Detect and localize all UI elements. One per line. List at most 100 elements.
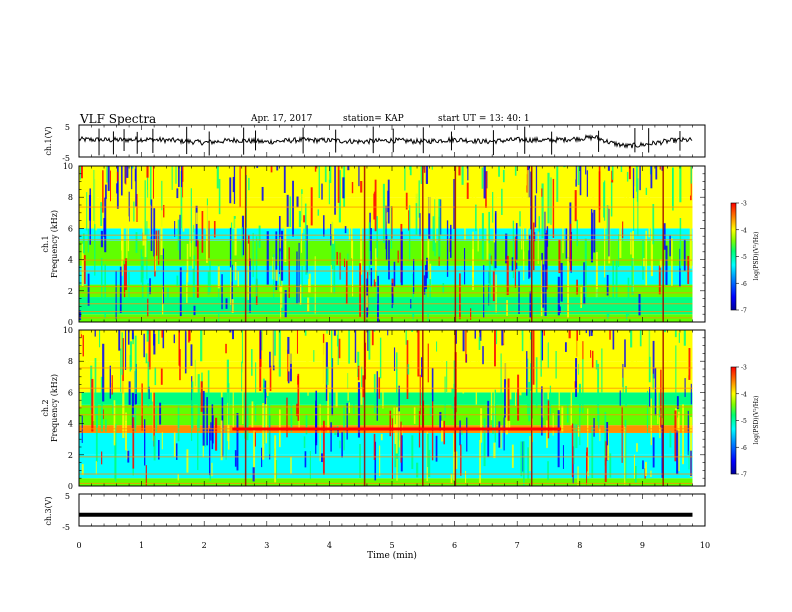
spectrogram-streak (135, 166, 137, 207)
spectrogram-streak (81, 464, 84, 475)
spectrogram-streak (265, 397, 268, 444)
time-tick-label: 2 (202, 541, 207, 550)
spectrogram-streak (669, 235, 671, 257)
ch2-colorbar-tick-label: -3 (741, 365, 747, 372)
spectrogram-streak (161, 330, 164, 338)
spectrogram-streak (420, 166, 423, 184)
spectrogram-streak (124, 330, 127, 370)
spectrogram-streak (313, 350, 315, 362)
spectrogram-streak (227, 383, 230, 425)
spectrogram-streak (116, 166, 119, 209)
spectrogram-streak (234, 218, 237, 256)
spectrogram-streak (450, 474, 453, 484)
spectrogram-streak (287, 349, 289, 382)
spectrogram-streak (612, 260, 614, 310)
spectrogram-streak (315, 400, 317, 454)
spectrogram-streak (180, 171, 183, 229)
spectrogram-streak (316, 166, 318, 182)
spectrogram-streak (159, 402, 162, 425)
spectrogram-streak (594, 202, 597, 222)
spectrogram-streak (229, 330, 232, 333)
spectrogram-streak (642, 460, 644, 470)
spectrogram-streak (269, 351, 271, 368)
spectrogram-streak (176, 275, 179, 287)
spectrogram-streak (298, 242, 300, 303)
spectrogram-streak (161, 431, 163, 450)
time-tick-label: 1 (139, 541, 144, 550)
spectrogram-impulse (244, 330, 247, 486)
spectrogram-streak (228, 434, 230, 450)
spectrogram-streak (94, 330, 96, 337)
spectrogram-streak (260, 330, 263, 351)
spectrogram-streak (360, 217, 363, 275)
spectrogram-impulse (530, 166, 533, 322)
spectrogram-streak (94, 166, 96, 180)
spectrogram-streak (423, 275, 426, 295)
spectrogram-streak (299, 284, 302, 305)
spectrogram-streak (276, 166, 279, 171)
spectrogram-streak (606, 308, 609, 320)
spectrogram-streak (271, 181, 274, 197)
spectrogram-streak (593, 418, 595, 437)
spectrogram-streak (190, 344, 193, 366)
spectrogram-streak (275, 231, 278, 291)
ch1-spectrogram-ytick-labels: 0 2 4 6 8 10 (63, 162, 705, 327)
spectrogram-tone-segment (232, 427, 562, 431)
spectrogram-streak (427, 343, 429, 383)
spectrogram-streak (666, 330, 669, 372)
spectrogram-streak (162, 248, 165, 304)
spectrogram-streak (296, 330, 299, 354)
spectrogram-streak (362, 166, 365, 194)
spectrogram-streak (193, 352, 196, 392)
spectrogram-streak (148, 330, 151, 370)
spectrogram-streak (400, 421, 402, 463)
ch2-colorbar (730, 366, 737, 475)
spectrogram-streak (601, 348, 603, 393)
spectrogram-streak (328, 179, 330, 205)
spectrogram-streak (104, 264, 106, 319)
spectrogram-streak (481, 213, 484, 261)
spectrogram-streak (591, 426, 594, 478)
spectrogram-impulse (530, 330, 533, 486)
spectrogram-streak (563, 166, 566, 168)
station-label: station= KAP (343, 114, 404, 124)
spectrogram-streak (310, 187, 313, 226)
spectrogram-tone-line (79, 473, 693, 475)
spectrogram-streak (652, 373, 654, 390)
spectrogram-streak (206, 397, 208, 446)
ch1-colorbar-ticks: -3 -4 -5 -6 -7 (736, 201, 747, 315)
spectrogram-streak (543, 279, 546, 314)
spectrogram-streak (122, 338, 124, 394)
ch1-waveform-ticks (78, 125, 706, 157)
spectrogram-streak (113, 400, 116, 446)
spectrogram-streak (678, 332, 680, 343)
spectrogram-streak (151, 356, 154, 402)
ch2-spectrogram-ytick-label: 0 (68, 482, 73, 491)
spectrogram-streak (689, 219, 692, 269)
spectrogram-streak (101, 451, 103, 465)
spectrogram-streak (304, 451, 307, 468)
spectrogram-streak (503, 330, 506, 380)
spectrogram-streak (264, 380, 267, 405)
spectrogram-streak (512, 220, 515, 279)
spectrogram-streak (478, 337, 481, 350)
spectrogram-streak (209, 474, 212, 481)
spectrogram-streak (314, 256, 316, 314)
ch1-colorbar-tick-label: -6 (741, 281, 747, 288)
spectrogram-streak (609, 330, 611, 340)
spectrogram-streak (690, 450, 692, 477)
spectrogram-streak (394, 443, 397, 468)
spectrogram-streak (672, 166, 675, 208)
spectrogram-streak (191, 381, 194, 430)
spectrogram-tone-line (79, 317, 693, 319)
spectrogram-streak (230, 265, 232, 305)
spectrogram-streak (557, 410, 560, 468)
spectrogram-streak (329, 166, 332, 183)
spectrogram-streak (393, 407, 395, 433)
spectrogram-streak (419, 374, 421, 415)
spectrogram-streak (286, 194, 289, 227)
spectrogram-streak (532, 222, 535, 271)
spectrogram-streak (195, 205, 198, 247)
spectrogram-streak (376, 371, 378, 421)
